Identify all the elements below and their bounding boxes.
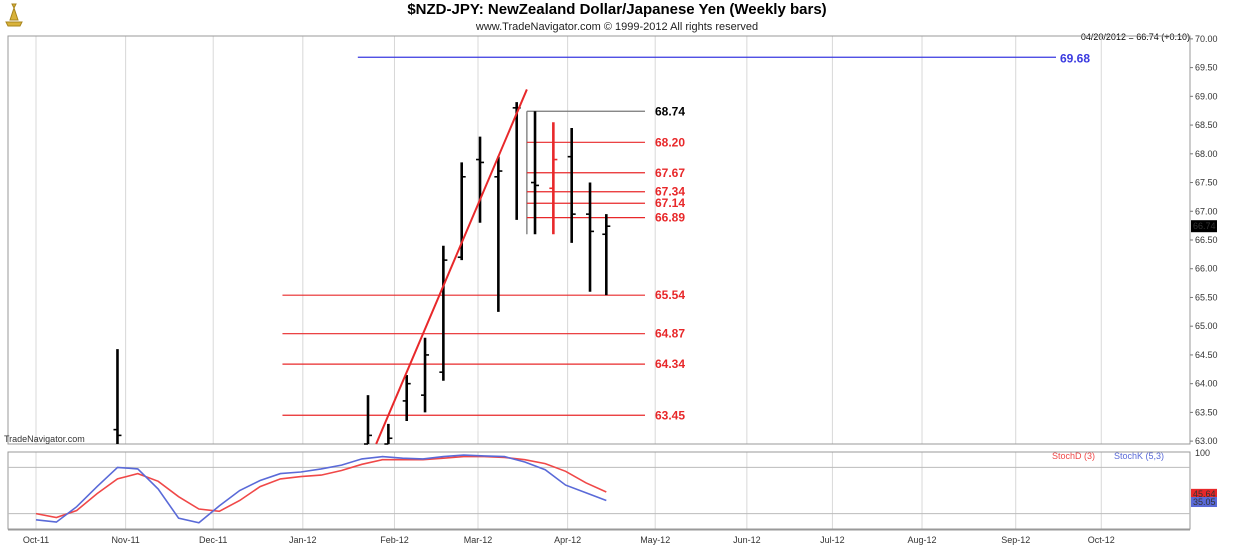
stoch-k-line (35, 454, 607, 524)
stoch-k-readout-bg (1191, 497, 1217, 508)
date-axis: Oct-11 Nov-11 Dec-11 Jan-12 Feb-12 Mar-12 Apr-… (23, 535, 1115, 545)
quote-readout: 04/20/2012 = 66.74 (+0.10) (1081, 32, 1190, 42)
fib-level-label: 67.67 (655, 166, 685, 180)
y-tick-label: 69.50 (1195, 63, 1218, 73)
price-bars (113, 102, 611, 445)
y-tick-label: 68.00 (1195, 149, 1218, 159)
stoch-k-readout: 35.05 (1193, 497, 1216, 507)
trendline-line (375, 89, 528, 445)
plot-frame (7, 35, 1191, 531)
y-tick-label: 64.00 (1195, 379, 1218, 389)
x-tick-label: Apr-12 (554, 535, 581, 545)
x-tick-label: Aug-12 (908, 535, 937, 545)
price-panel-border (7, 35, 1191, 445)
bull-logo-icon (5, 3, 23, 27)
chart-title: $NZD-JPY: NewZealand Dollar/Japanese Yen… (407, 1, 826, 18)
fib-level-label: 67.34 (655, 185, 685, 199)
y-tick-label: 69.00 (1195, 91, 1218, 101)
y-tick-label: 63.50 (1195, 407, 1218, 417)
stoch-panel-border (7, 451, 1191, 530)
fib-level-label: 64.34 (655, 357, 685, 371)
stoch-legend-k: StochK (5,3) (1114, 451, 1164, 461)
x-tick-label: Jun-12 (733, 535, 761, 545)
last-price-tag: 66.74 (1193, 221, 1216, 231)
stoch-legend-d: StochD (3) (1052, 451, 1095, 461)
grid (35, 36, 1102, 529)
stoch-d-readout: 45.64 (1193, 489, 1216, 499)
fib-level-label: 65.54 (655, 288, 685, 302)
x-tick-label: Sep-12 (1001, 535, 1030, 545)
x-tick-label: Oct-12 (1088, 535, 1115, 545)
fib-level-label: 64.87 (655, 327, 685, 341)
target-level-label: 69.68 (1060, 51, 1090, 65)
y-tick-label: 70.00 (1195, 34, 1218, 44)
fib-level-label: 63.45 (655, 408, 685, 422)
x-tick-label: Jul-12 (820, 535, 845, 545)
y-tick-label: 68.50 (1195, 120, 1218, 130)
y-tick-label: 63.00 (1195, 436, 1218, 446)
last-price-tag-bg (1191, 220, 1217, 233)
y-tick-label: 64.50 (1195, 350, 1218, 360)
stoch-d-readout-bg (1191, 488, 1217, 499)
y-tick-label: 65.50 (1195, 292, 1218, 302)
trendline (375, 89, 528, 445)
x-tick-label: Dec-11 (199, 535, 227, 545)
x-tick-label: Jan-12 (289, 535, 317, 545)
x-tick-label: Nov-11 (111, 535, 139, 545)
y-tick-label: 67.50 (1195, 178, 1218, 188)
x-tick-label: Feb-12 (380, 535, 409, 545)
fib-level-label: 68.20 (655, 135, 685, 149)
fib-level-label: 67.14 (655, 196, 685, 210)
x-tick-label: Mar-12 (464, 535, 493, 545)
watermark: TradeNavigator.com (4, 434, 85, 444)
y-tick-label: 65.00 (1195, 321, 1218, 331)
chart-subtitle: www.TradeNavigator.com © 1999-2012 All r… (475, 21, 758, 33)
x-tick-label: Oct-11 (23, 535, 49, 545)
y-tick-label: 66.50 (1195, 235, 1218, 245)
stoch-d-line (35, 455, 607, 519)
y-tick-label: 66.00 (1195, 264, 1218, 274)
stoch-y-tick: 100 (1195, 448, 1210, 458)
x-tick-label: May-12 (640, 535, 670, 545)
retracement-high-label: 68.74 (655, 104, 685, 118)
fib-level-label: 66.89 (655, 211, 685, 225)
price-axis: 63.00 63.50 64.00 64.50 65.00 65.50 66.00 66.50… (1190, 34, 1218, 446)
y-tick-label: 67.00 (1195, 206, 1218, 216)
